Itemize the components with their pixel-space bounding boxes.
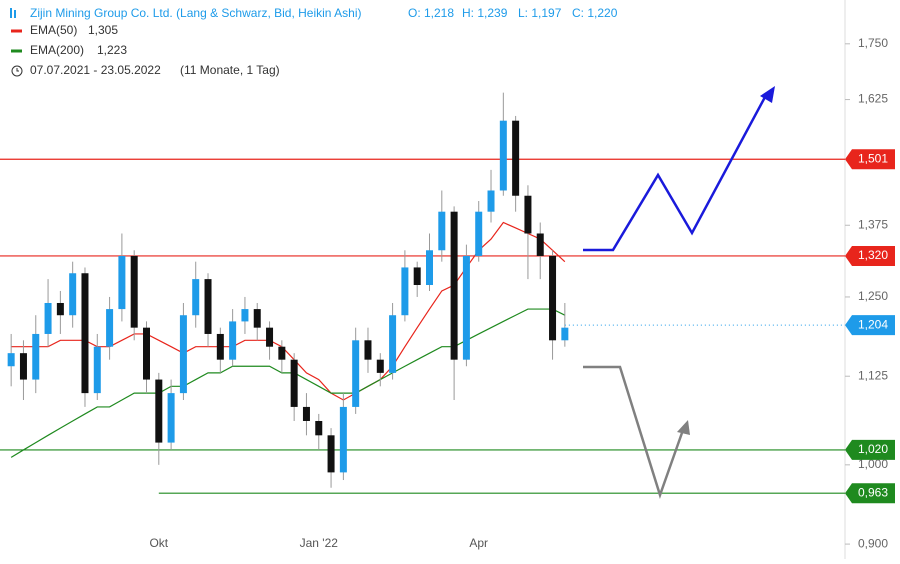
candle-body — [69, 273, 77, 316]
ohlc: H: 1,239 — [462, 6, 508, 20]
candle-body — [401, 267, 409, 316]
candle-body — [118, 255, 126, 310]
candle-body — [389, 315, 397, 373]
y-tick-label: 1,125 — [858, 368, 888, 382]
candle-body — [19, 353, 27, 380]
last-price-tag — [845, 315, 895, 336]
candle-body — [192, 279, 200, 316]
candle-body — [499, 120, 507, 191]
candle-body — [475, 211, 483, 256]
ohlc: C: 1,220 — [572, 6, 618, 20]
candle-body — [266, 327, 274, 347]
candle-body — [93, 346, 101, 394]
level-tag — [845, 149, 895, 170]
candle-body — [561, 327, 569, 341]
period: 07.07.2021 - 23.05.2022 — [30, 63, 161, 77]
candle-body — [106, 309, 114, 347]
candle-body — [364, 340, 372, 360]
candle-body — [524, 195, 532, 234]
legend-value: 1,305 — [88, 23, 118, 37]
candle-body — [536, 233, 544, 256]
clock-icon — [11, 65, 23, 77]
candle-body — [32, 333, 40, 380]
period-note: (11 Monate, 1 Tag) — [180, 63, 280, 77]
x-tick-label: Apr — [469, 536, 488, 550]
candle-body — [130, 255, 138, 328]
candle-body — [216, 333, 224, 360]
candle-body — [376, 359, 384, 373]
candle-body — [487, 190, 495, 212]
candle-body — [253, 309, 261, 328]
y-tick-label: 1,375 — [858, 217, 888, 231]
ohlc: L: 1,197 — [518, 6, 562, 20]
y-tick-label: 1,250 — [858, 289, 888, 303]
y-tick-label: 1,000 — [858, 457, 888, 471]
candle-body — [339, 406, 347, 473]
candle-body — [413, 267, 421, 286]
candle-body — [462, 255, 470, 360]
level-label: 1,320 — [858, 248, 888, 262]
candle-body — [204, 279, 212, 334]
ema-line — [11, 221, 566, 401]
candle-body — [179, 315, 187, 394]
ema-line — [10, 308, 566, 458]
level-label: 1,501 — [858, 151, 888, 165]
last-price-label: 1,204 — [858, 317, 888, 331]
candle-body — [549, 255, 557, 341]
annotations — [583, 86, 775, 499]
legend-label: EMA(200) — [30, 43, 84, 57]
projection-arrow — [583, 96, 767, 252]
candle-body — [450, 211, 458, 360]
clock-icon — [16, 68, 19, 72]
projection-arrow — [583, 365, 685, 499]
candle-body — [7, 353, 15, 367]
y-tick-label: 0,900 — [858, 536, 888, 550]
candle-body — [241, 309, 249, 322]
ohlc: O: 1,218 — [408, 6, 454, 20]
y-tick-label: 1,750 — [858, 36, 888, 50]
level-label: 0,963 — [858, 485, 888, 499]
candle-body — [352, 340, 360, 407]
header: Zijin Mining Group Co. Ltd. (Lang & Schw… — [10, 6, 618, 77]
candle-icon — [14, 10, 16, 18]
candle-body — [315, 420, 323, 436]
legend-label: EMA(50) — [30, 23, 77, 37]
candle-body — [167, 393, 175, 443]
legend-value: 1,223 — [97, 43, 127, 57]
candle-body — [512, 120, 520, 196]
candle-body — [229, 321, 237, 360]
candle-body — [426, 250, 433, 286]
arrow-head — [677, 420, 690, 435]
candle-body — [302, 406, 310, 421]
chart-title: Zijin Mining Group Co. Ltd. (Lang & Schw… — [30, 6, 361, 20]
x-tick-label: Jan '22 — [300, 536, 339, 550]
x-tick-label: Okt — [149, 536, 168, 550]
plot — [0, 92, 845, 494]
candle-body — [438, 211, 446, 251]
y-tick-label: 1,625 — [858, 92, 888, 106]
candle-body — [290, 359, 298, 407]
level-tag — [845, 439, 895, 460]
candle-body — [155, 379, 163, 443]
level-tag — [845, 245, 895, 266]
candle-body — [56, 302, 64, 316]
candle-body — [327, 435, 335, 473]
candle-body — [44, 302, 52, 334]
candle-body — [143, 327, 150, 380]
candle-body — [278, 346, 286, 360]
level-tag — [845, 483, 895, 504]
arrow-head — [760, 86, 775, 103]
candle-icon — [10, 8, 12, 18]
candle-body — [81, 273, 89, 394]
level-label: 1,020 — [858, 442, 888, 456]
